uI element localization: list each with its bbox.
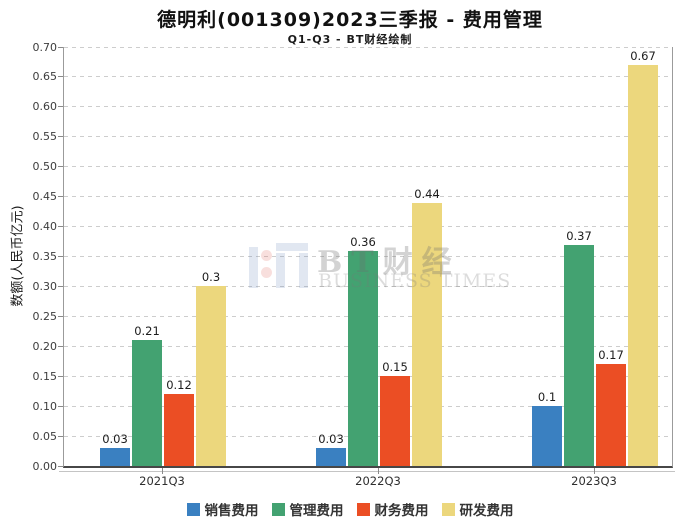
bar-value-label: 0.15	[382, 360, 408, 375]
bar-value-label: 0.1	[537, 390, 557, 405]
legend-swatch-icon	[441, 502, 455, 516]
y-tick-label: 0.00	[32, 459, 58, 473]
y-tick-mark	[58, 315, 63, 317]
x-tick-label: 2023Q3	[571, 474, 617, 488]
y-tick-mark	[58, 46, 63, 48]
y-tick-label: 0.55	[32, 130, 58, 144]
bar-value-label: 0.67	[630, 48, 656, 63]
y-tick-label: 0.20	[32, 339, 58, 353]
y-tick-label: 0.60	[32, 100, 58, 114]
legend-swatch-icon	[271, 502, 285, 516]
logo-bar	[299, 253, 308, 288]
bar-value-label: 0.12	[166, 378, 192, 393]
bar-3-2022q3	[380, 376, 410, 466]
legend-swatch-icon	[356, 502, 370, 516]
y-tick-mark	[58, 405, 63, 407]
bar-value-label: 0.3	[201, 270, 221, 285]
bar-value-label: 0.44	[414, 186, 440, 201]
y-tick-label: 0.25	[32, 309, 58, 323]
y-tick-mark	[58, 465, 63, 467]
bar-value-label: 0.36	[350, 234, 376, 249]
y-tick-mark	[58, 375, 63, 377]
logo-bar	[276, 243, 308, 251]
chart-subtitle: Q1-Q3 - BT财经绘制	[287, 33, 413, 46]
bar-4-2021q3	[196, 286, 226, 466]
y-tick-label: 0.35	[32, 250, 58, 263]
bar-3-2021q3	[164, 394, 194, 466]
legend-label: 财务费用	[374, 503, 429, 519]
bar-3-2023q3	[596, 364, 626, 466]
legend: 销售费用 管理费用 财务费用 研发费用	[0, 498, 700, 520]
y-tick-label: 0.70	[32, 40, 58, 54]
grid-line	[64, 106, 672, 108]
logo-bar	[249, 247, 258, 288]
bt-logo-icon	[247, 241, 310, 290]
legend-item-3: 财务费用	[356, 499, 429, 519]
bar-value-label: 0.37	[566, 228, 592, 243]
y-tick-label: 0.65	[32, 70, 58, 84]
logo-bar	[276, 253, 285, 288]
bar-1-2022q3	[316, 448, 346, 466]
x-axis-underline	[59, 471, 675, 472]
x-tick-mark	[594, 468, 595, 474]
x-tick-label: 2022Q3	[355, 474, 401, 488]
y-tick-mark	[58, 136, 63, 138]
legend-label: 研发费用	[459, 503, 514, 519]
y-tick-mark	[58, 285, 63, 287]
y-tick-mark	[58, 345, 63, 347]
grid-line	[64, 76, 672, 78]
y-tick-mark	[58, 106, 63, 108]
plot-area: BT财经 BUSINESS TIMES 0.03 0.03 0.1 0.21 0.36 0…	[63, 47, 673, 468]
logo-dot	[261, 267, 272, 278]
legend-item-2: 管理费用	[271, 499, 344, 519]
legend-label: 销售费用	[204, 503, 259, 519]
grid-line	[64, 166, 672, 168]
bar-1-2021q3	[100, 448, 130, 466]
x-tick-mark	[378, 468, 379, 474]
y-tick-label: 0.40	[32, 220, 58, 234]
legend-swatch-icon	[186, 502, 200, 516]
legend-item-4: 研发费用	[441, 499, 514, 519]
bar-value-label: 0.21	[134, 324, 160, 339]
bar-2-2021q3	[132, 340, 162, 466]
bar-value-label: 0.03	[318, 432, 344, 447]
y-tick-mark	[58, 226, 63, 228]
bar-2-2023q3	[564, 244, 594, 466]
y-tick-label: 0.15	[32, 369, 58, 383]
legend-item-1: 销售费用	[186, 499, 259, 519]
bar-value-label: 0.17	[598, 348, 624, 363]
chart-title: 德明利(001309)2023三季报 - 费用管理	[157, 9, 543, 31]
y-tick-mark	[58, 256, 63, 257]
bar-value-label: 0.03	[102, 432, 128, 447]
grid-line	[64, 136, 672, 138]
y-tick-mark	[58, 76, 63, 78]
bar-2-2022q3	[348, 250, 378, 466]
y-tick-mark	[58, 435, 63, 437]
bar-4-2022q3	[412, 202, 442, 466]
y-tick-label: 0.45	[32, 190, 58, 204]
bar-1-2023q3	[532, 406, 562, 466]
y-tick-mark	[58, 196, 63, 198]
grid-line	[64, 196, 672, 198]
grid-line	[64, 226, 672, 228]
y-tick-mark	[58, 166, 63, 168]
grid-line	[64, 47, 672, 48]
y-tick-label: 0.05	[32, 429, 58, 443]
y-tick-label: 0.30	[32, 279, 58, 293]
y-tick-label: 0.50	[32, 160, 58, 174]
x-tick-mark	[162, 468, 163, 474]
x-tick-label: 2021Q3	[139, 474, 185, 488]
y-tick-label: 0.10	[32, 399, 58, 413]
bar-4-2023q3	[628, 64, 658, 466]
legend-label: 管理费用	[289, 503, 344, 519]
